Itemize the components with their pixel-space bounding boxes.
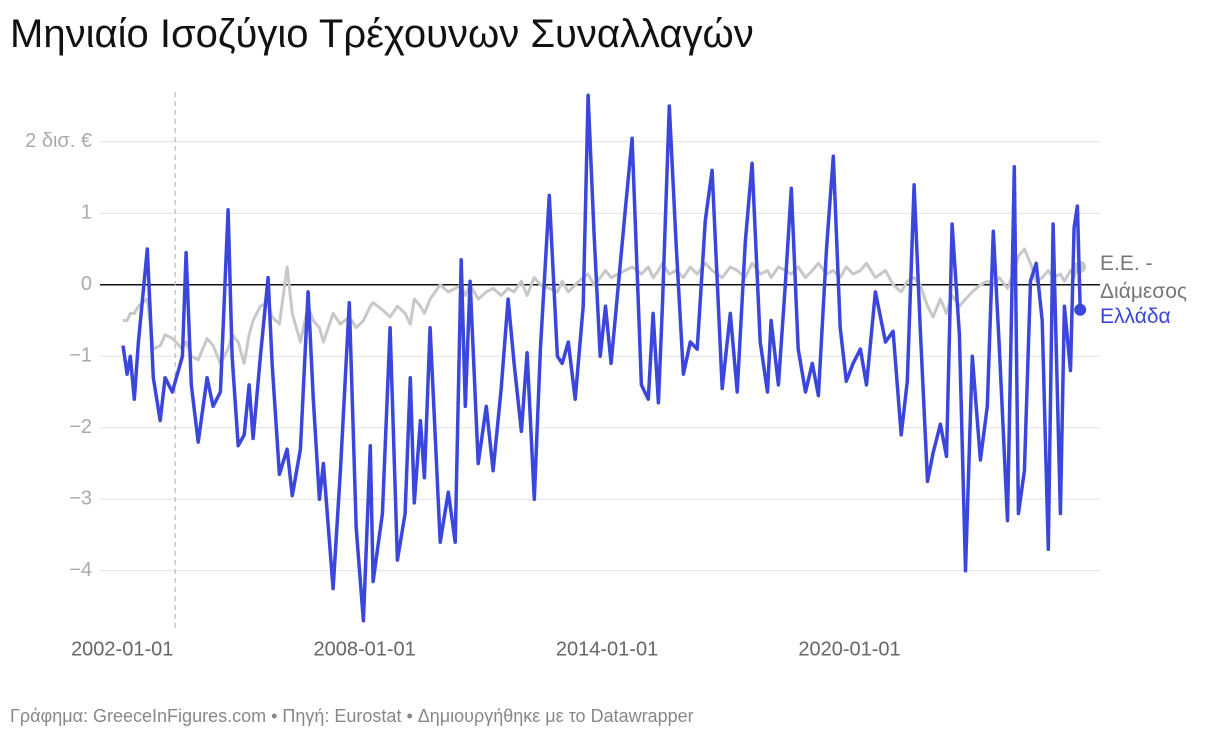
y-tick-label: −3 <box>69 488 92 510</box>
chart-title: Μηνιαίο Ισοζύγιο Τρέχουνων Συναλλαγών <box>10 12 754 56</box>
y-tick-label: −1 <box>69 345 92 367</box>
series-label: Ελλάδα <box>1100 305 1171 328</box>
end-dot <box>1074 303 1087 316</box>
y-tick-label: 1 <box>81 202 92 224</box>
y-tick-label: 0 <box>81 273 92 295</box>
series-label: Ε.Ε. - Διάμεσος <box>1100 252 1188 303</box>
x-tick-label: 2014-01-01 <box>556 638 658 660</box>
y-tick-label: −4 <box>69 559 92 581</box>
x-tick-label: 2008-01-01 <box>313 638 415 660</box>
source-note: Γράφημα: GreeceInFigures.com • Πηγή: Eur… <box>10 706 694 726</box>
series-line <box>121 93 1082 623</box>
x-tick-label: 2020-01-01 <box>798 638 900 660</box>
y-tick-label: 2 δισ. € <box>25 130 92 152</box>
x-tick-label: 2002-01-01 <box>71 638 173 660</box>
y-tick-label: −2 <box>69 416 92 438</box>
